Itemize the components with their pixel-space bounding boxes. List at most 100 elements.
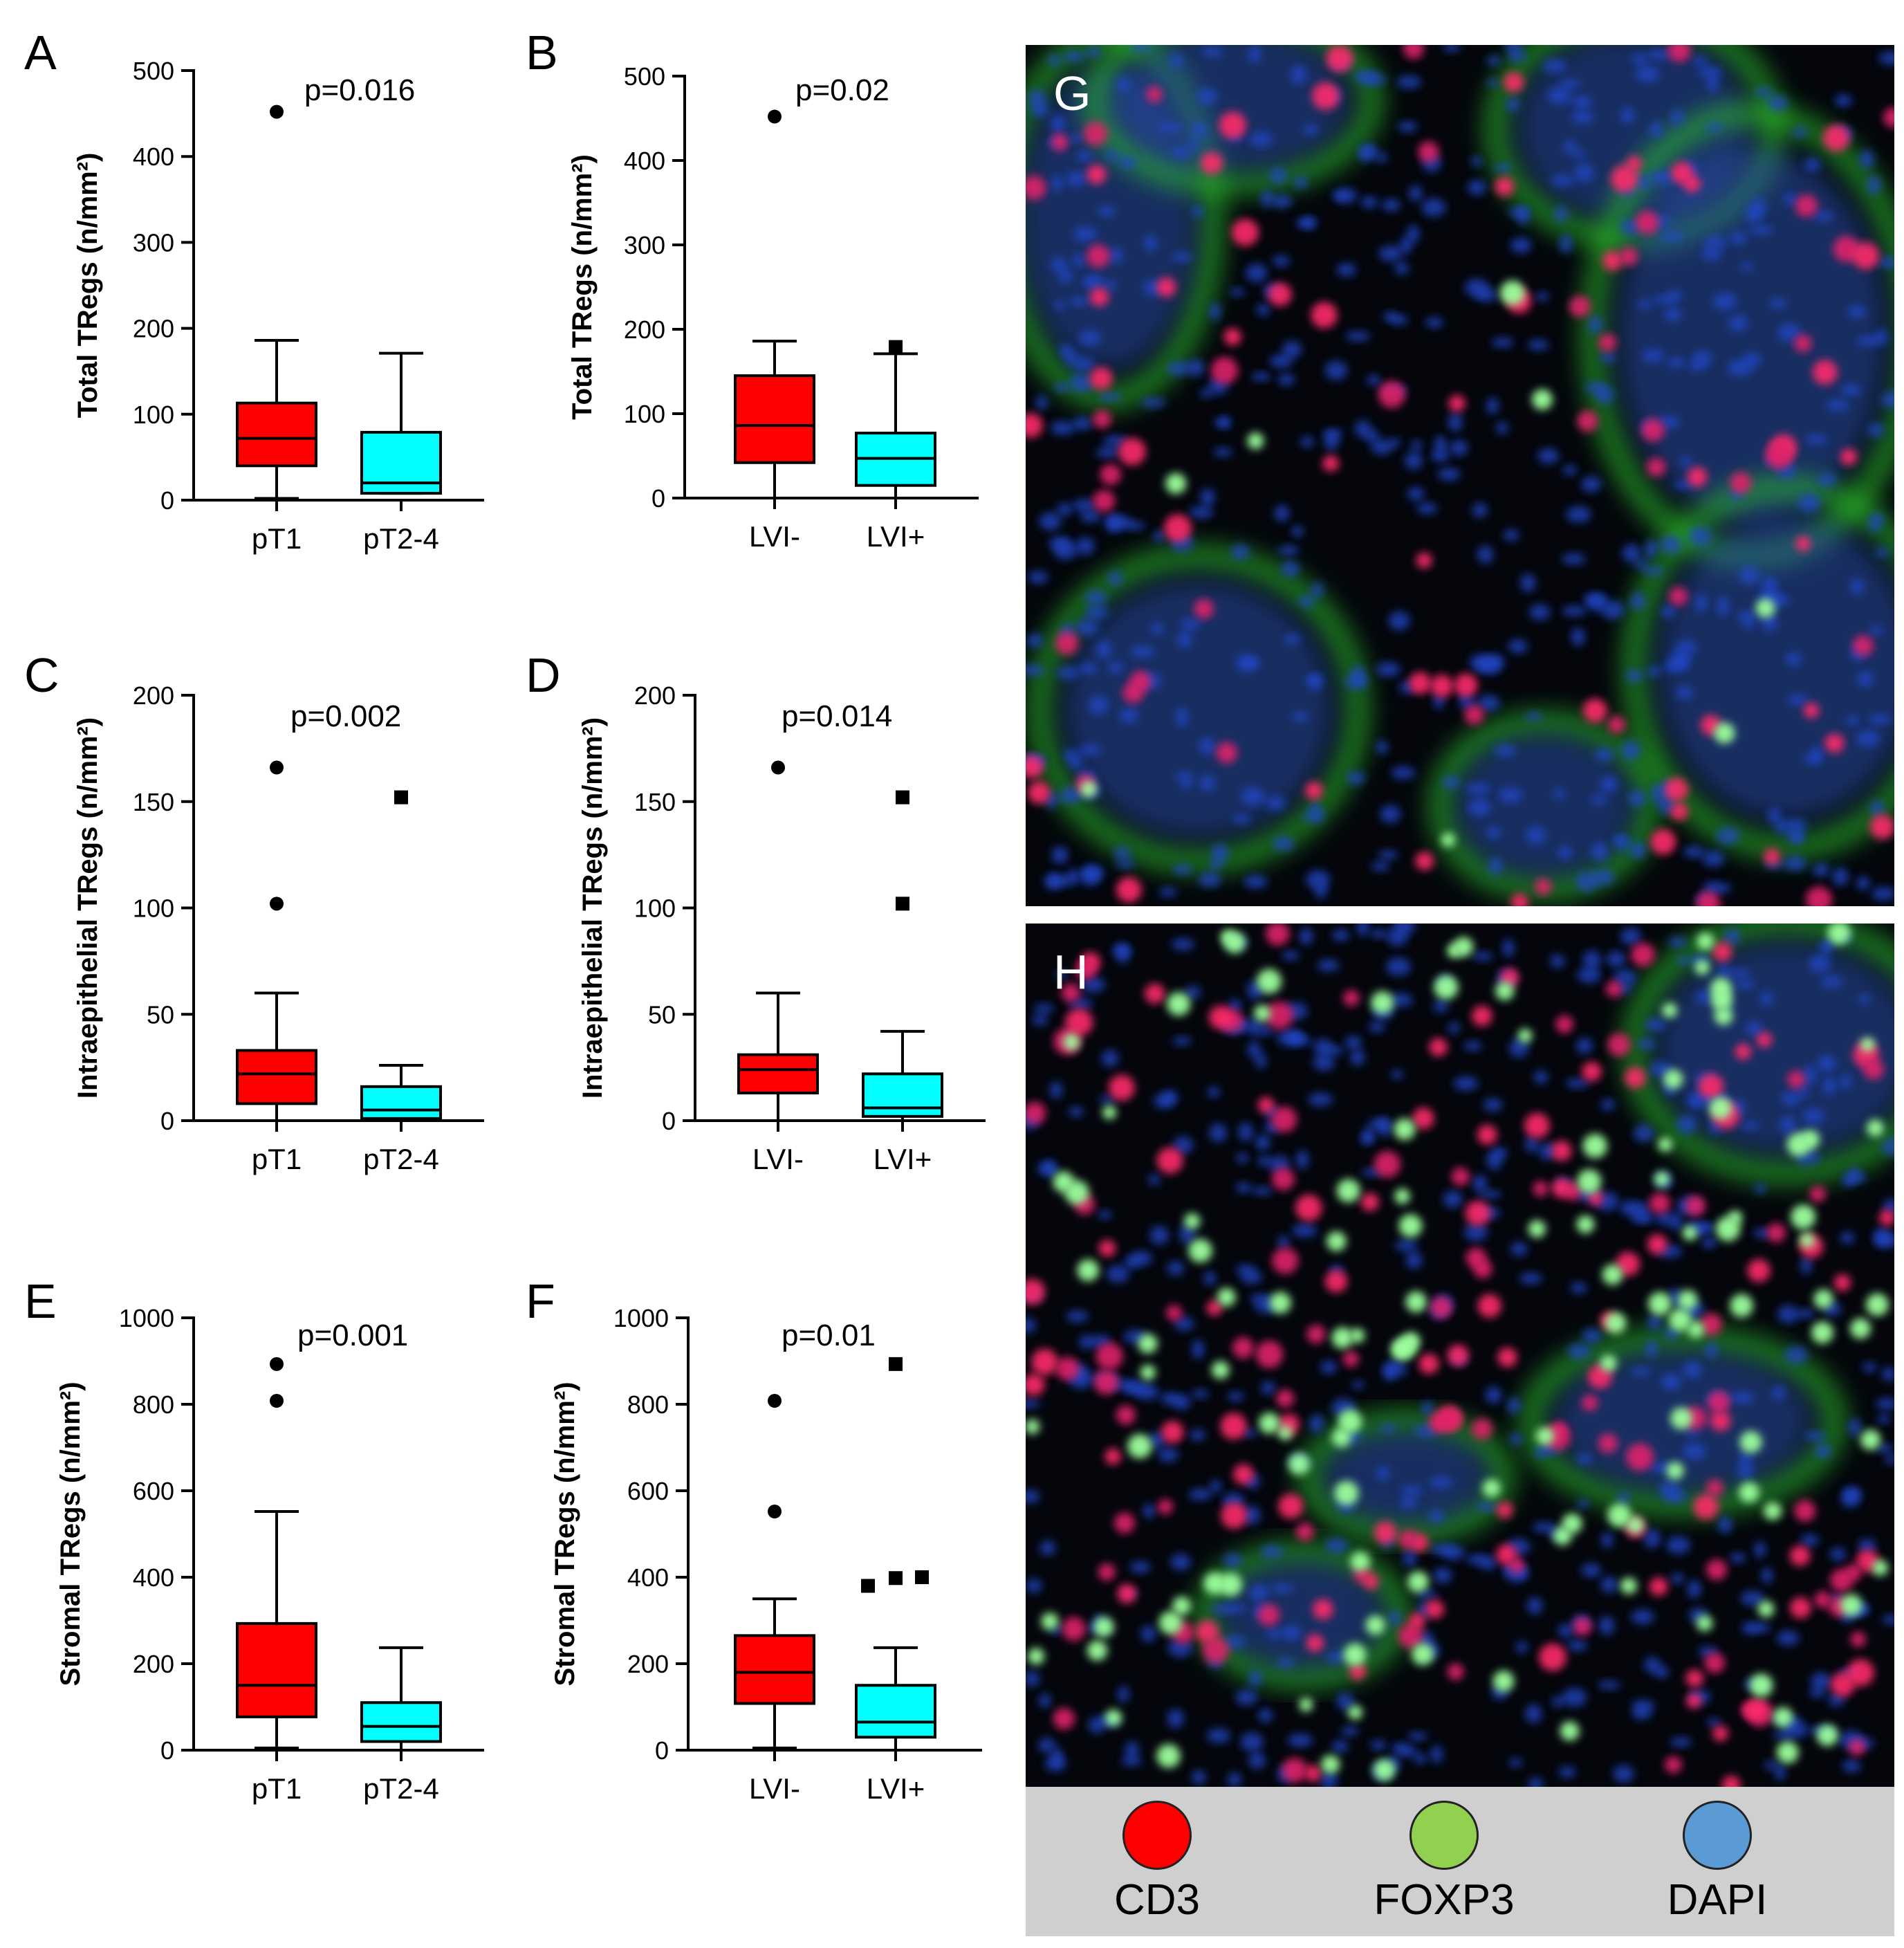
dapi-nucleus bbox=[1729, 1552, 1746, 1563]
outlier-point bbox=[889, 340, 903, 354]
dapi-nucleus bbox=[1130, 1251, 1153, 1266]
dapi-nucleus bbox=[1534, 1070, 1548, 1084]
box-lvi-: LVI+ bbox=[855, 1357, 936, 1805]
cd3-cell bbox=[1647, 1234, 1667, 1255]
dapi-nucleus bbox=[1876, 546, 1889, 558]
foxp3-cell bbox=[1668, 1308, 1692, 1332]
cd3-cell bbox=[1398, 1529, 1418, 1550]
dapi-nucleus bbox=[1777, 1630, 1800, 1646]
dapi-nucleus bbox=[1433, 1000, 1449, 1013]
dapi-nucleus bbox=[1430, 1745, 1443, 1763]
dapi-nucleus bbox=[1629, 842, 1647, 858]
dapi-nucleus bbox=[1676, 956, 1689, 966]
cd3-cell bbox=[1026, 413, 1043, 438]
dapi-nucleus bbox=[1768, 807, 1782, 825]
dapi-nucleus bbox=[1051, 175, 1064, 192]
foxp3-cell bbox=[1269, 1292, 1291, 1314]
dapi-nucleus bbox=[1430, 1476, 1452, 1489]
dapi-nucleus bbox=[1670, 1737, 1692, 1747]
foxp3-cell bbox=[1607, 1503, 1632, 1527]
dapi-nucleus bbox=[1033, 1004, 1054, 1013]
box-pt1: pT1 bbox=[236, 104, 317, 555]
y-tick-label: 1000 bbox=[119, 1304, 174, 1332]
cd3-cell bbox=[1555, 1015, 1574, 1033]
dapi-nucleus bbox=[1303, 125, 1319, 136]
box-lvi-: LVI- bbox=[737, 760, 819, 1175]
dapi-nucleus bbox=[1258, 1708, 1273, 1722]
cd3-cell bbox=[1116, 876, 1142, 903]
dapi-nucleus bbox=[1686, 1428, 1699, 1438]
dapi-nucleus bbox=[1391, 766, 1416, 780]
dapi-nucleus bbox=[1332, 1740, 1349, 1753]
dapi-nucleus bbox=[1282, 950, 1300, 961]
outlier-point bbox=[889, 1357, 903, 1371]
dapi-nucleus bbox=[1744, 208, 1762, 223]
dapi-nucleus bbox=[1393, 924, 1416, 935]
dapi-nucleus bbox=[1035, 395, 1048, 410]
outlier-point bbox=[270, 1394, 284, 1408]
cd3-cell bbox=[1700, 1313, 1722, 1336]
dapi-nucleus bbox=[1781, 1091, 1801, 1106]
iqr-box bbox=[360, 1701, 442, 1743]
cd3-cell bbox=[1255, 1341, 1284, 1368]
dapi-nucleus bbox=[1745, 1021, 1763, 1036]
cd3-cell bbox=[1611, 165, 1638, 192]
dapi-nucleus bbox=[1519, 1272, 1542, 1285]
foxp3-cell bbox=[1028, 1648, 1045, 1665]
cd3-cell bbox=[1430, 1296, 1452, 1318]
dapi-nucleus bbox=[1349, 1049, 1365, 1066]
box-pt2-4: pT2-4 bbox=[360, 1646, 442, 1805]
dapi-nucleus bbox=[1527, 340, 1549, 351]
dapi-nucleus bbox=[1804, 158, 1821, 172]
dapi-nucleus bbox=[1754, 1541, 1766, 1559]
dapi-nucleus bbox=[1084, 605, 1109, 620]
legend-label-foxp3: FOXP3 bbox=[1374, 1876, 1515, 1924]
cd3-cell bbox=[1869, 814, 1894, 840]
legend-swatch-foxp3 bbox=[1409, 1801, 1479, 1870]
y-tick-label: 100 bbox=[133, 401, 174, 429]
dapi-nucleus bbox=[1149, 1226, 1170, 1245]
dapi-nucleus bbox=[1381, 199, 1401, 212]
foxp3-cell bbox=[1499, 280, 1525, 306]
dapi-nucleus bbox=[1754, 1228, 1771, 1239]
dapi-nucleus bbox=[1735, 1465, 1755, 1478]
dapi-nucleus bbox=[1362, 1126, 1375, 1144]
dapi-nucleus bbox=[1874, 1232, 1894, 1249]
dapi-nucleus bbox=[1547, 86, 1571, 104]
foxp3-cell bbox=[1800, 1130, 1820, 1149]
foxp3-cell bbox=[1654, 1171, 1670, 1187]
dapi-nucleus bbox=[1149, 1431, 1166, 1449]
outlier-point bbox=[270, 897, 284, 911]
dapi-nucleus bbox=[1167, 1261, 1185, 1276]
dapi-nucleus bbox=[1450, 439, 1468, 457]
dapi-nucleus bbox=[1526, 826, 1546, 845]
y-tick-label: 0 bbox=[655, 1736, 669, 1765]
dapi-nucleus bbox=[1368, 1021, 1385, 1033]
dapi-nucleus bbox=[1535, 291, 1549, 302]
outlier-point bbox=[915, 1570, 929, 1584]
cd3-cell bbox=[1093, 490, 1116, 512]
cd3-cell bbox=[1311, 302, 1338, 329]
foxp3-cell bbox=[1140, 1364, 1156, 1381]
cd3-cell bbox=[1295, 1194, 1322, 1222]
dapi-nucleus bbox=[1079, 1334, 1098, 1350]
dapi-nucleus bbox=[1486, 55, 1501, 66]
dapi-nucleus bbox=[1190, 122, 1208, 138]
foxp3-cell bbox=[1562, 1513, 1582, 1534]
panel-c: Cp=0.002 0 50 100 150 200 Intraepithelial TReg… bbox=[24, 648, 484, 1175]
dapi-nucleus bbox=[1085, 47, 1102, 57]
dapi-nucleus bbox=[1856, 876, 1870, 890]
dapi-nucleus bbox=[1376, 740, 1389, 755]
dapi-nucleus bbox=[1849, 1417, 1861, 1437]
cd3-cell bbox=[1156, 277, 1176, 297]
dapi-nucleus bbox=[1488, 856, 1503, 876]
cd3-cell bbox=[1409, 672, 1432, 695]
dapi-nucleus bbox=[1730, 230, 1747, 245]
dapi-nucleus bbox=[1172, 252, 1193, 262]
foxp3-cell bbox=[1697, 932, 1714, 950]
y-tick-label: 200 bbox=[624, 315, 665, 344]
y-tick-label: 400 bbox=[133, 143, 174, 171]
y-tick-label: 0 bbox=[662, 1107, 676, 1135]
x-category-label: LVI- bbox=[752, 1143, 804, 1175]
cd3-cell bbox=[1883, 107, 1894, 128]
